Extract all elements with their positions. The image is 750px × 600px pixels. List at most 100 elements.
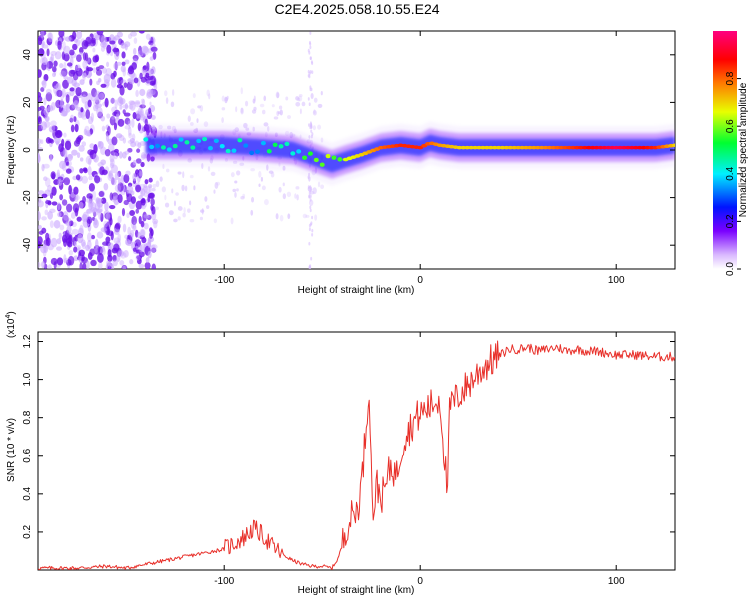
noise-speckle (140, 161, 145, 168)
noise-speckle (124, 234, 129, 239)
noise-speckle (62, 41, 66, 52)
noise-speckle (311, 70, 314, 74)
noise-speckle (87, 57, 92, 65)
noise-speckle (90, 234, 96, 240)
noise-speckle (114, 99, 118, 109)
noise-speckle (72, 31, 77, 41)
noise-speckle (89, 78, 93, 86)
noise-speckle (124, 125, 131, 130)
noise-speckle (79, 262, 83, 269)
noise-speckle (44, 120, 51, 128)
noise-speckle (108, 205, 116, 210)
noise-speckle (92, 190, 97, 201)
noise-speckle (51, 72, 57, 78)
noise-speckle (59, 160, 66, 170)
noise-speckle (131, 215, 137, 226)
noise-speckle (38, 236, 43, 245)
noise-speckle (50, 50, 57, 56)
noise-speckle (199, 216, 204, 221)
noise-speckle (261, 185, 266, 191)
snr-scale-exponent: 4 (5, 315, 12, 319)
noise-speckle (182, 212, 186, 218)
noise-speckle (199, 105, 204, 112)
noise-speckle (145, 80, 152, 86)
noise-speckle (114, 184, 122, 193)
ridge-blob (331, 155, 337, 160)
noise-speckle (65, 104, 69, 111)
noise-speckle (53, 60, 58, 67)
noise-speckle (87, 149, 95, 156)
noise-speckle (240, 107, 244, 114)
noise-speckle (78, 145, 85, 152)
noise-speckle (155, 180, 160, 188)
snr-panel: -100 0 100 0.2 0.4 0.6 0.8 1.0 1.2 Height of str… (5, 311, 676, 596)
noise-speckle (100, 212, 104, 223)
noise-speckle (70, 124, 75, 133)
spectrogram-ytick-label: -20 (22, 190, 33, 205)
noise-speckle (61, 87, 66, 98)
noise-speckle (282, 193, 287, 200)
noise-speckle (206, 205, 210, 210)
noise-speckle (152, 51, 157, 60)
noise-speckle (42, 57, 48, 66)
noise-speckle (137, 50, 144, 57)
noise-speckle (51, 201, 58, 206)
noise-speckle (138, 170, 143, 177)
noise-speckle (104, 97, 109, 108)
noise-speckle (310, 125, 313, 129)
noise-speckle (113, 237, 121, 244)
noise-speckle (189, 200, 192, 206)
noise-speckle (109, 153, 115, 163)
noise-speckle (115, 133, 123, 139)
noise-speckle (110, 78, 117, 88)
noise-speckle (50, 171, 56, 180)
noise-speckle (96, 253, 104, 263)
noise-speckle (78, 201, 84, 209)
noise-speckle (208, 93, 211, 100)
noise-speckle (120, 65, 126, 73)
noise-speckle (278, 105, 283, 110)
noise-speckle (71, 101, 77, 109)
noise-speckle (109, 115, 116, 126)
noise-speckle (147, 184, 153, 189)
noise-speckle (83, 168, 88, 174)
noise-speckle (73, 38, 79, 43)
noise-speckle (131, 181, 138, 188)
ridge-blob (178, 137, 184, 142)
noise-speckle (107, 254, 113, 262)
noise-speckle (138, 215, 142, 225)
noise-speckle (317, 181, 321, 188)
noise-speckle (47, 32, 54, 43)
noise-speckle (57, 202, 61, 211)
noise-speckle (148, 89, 156, 96)
noise-speckle (81, 214, 88, 222)
noise-speckle (114, 50, 120, 61)
noise-speckle (302, 213, 308, 219)
noise-speckle (58, 143, 64, 153)
noise-speckle (110, 97, 116, 104)
noise-speckle (147, 250, 152, 259)
noise-speckle (119, 260, 125, 266)
noise-speckle (117, 77, 123, 85)
noise-speckle (71, 149, 78, 156)
ridge-blob (207, 145, 213, 151)
noise-speckle (77, 233, 84, 244)
noise-speckle (138, 195, 144, 200)
noise-speckle (93, 217, 98, 226)
noise-speckle (78, 249, 86, 257)
noise-speckle (87, 99, 92, 108)
noise-speckle (142, 65, 147, 71)
ridge-blob (196, 138, 202, 144)
noise-speckle (261, 109, 266, 115)
ridge-blob (190, 145, 196, 150)
noise-speckle (141, 98, 146, 109)
noise-speckle (124, 238, 131, 246)
noise-speckle (46, 61, 54, 69)
noise-speckle (65, 221, 70, 226)
noise-speckle (110, 150, 118, 156)
noise-speckle (192, 93, 196, 99)
colorbar-gradient (713, 31, 737, 269)
ridge-blob (337, 157, 343, 162)
noise-speckle (63, 254, 67, 264)
noise-speckle (76, 216, 82, 222)
